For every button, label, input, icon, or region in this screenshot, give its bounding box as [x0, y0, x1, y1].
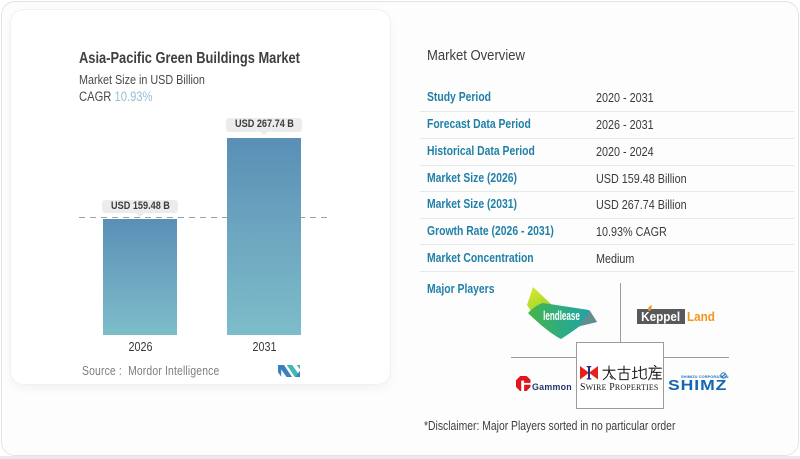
- svg-text:lendlease: lendlease: [543, 309, 580, 323]
